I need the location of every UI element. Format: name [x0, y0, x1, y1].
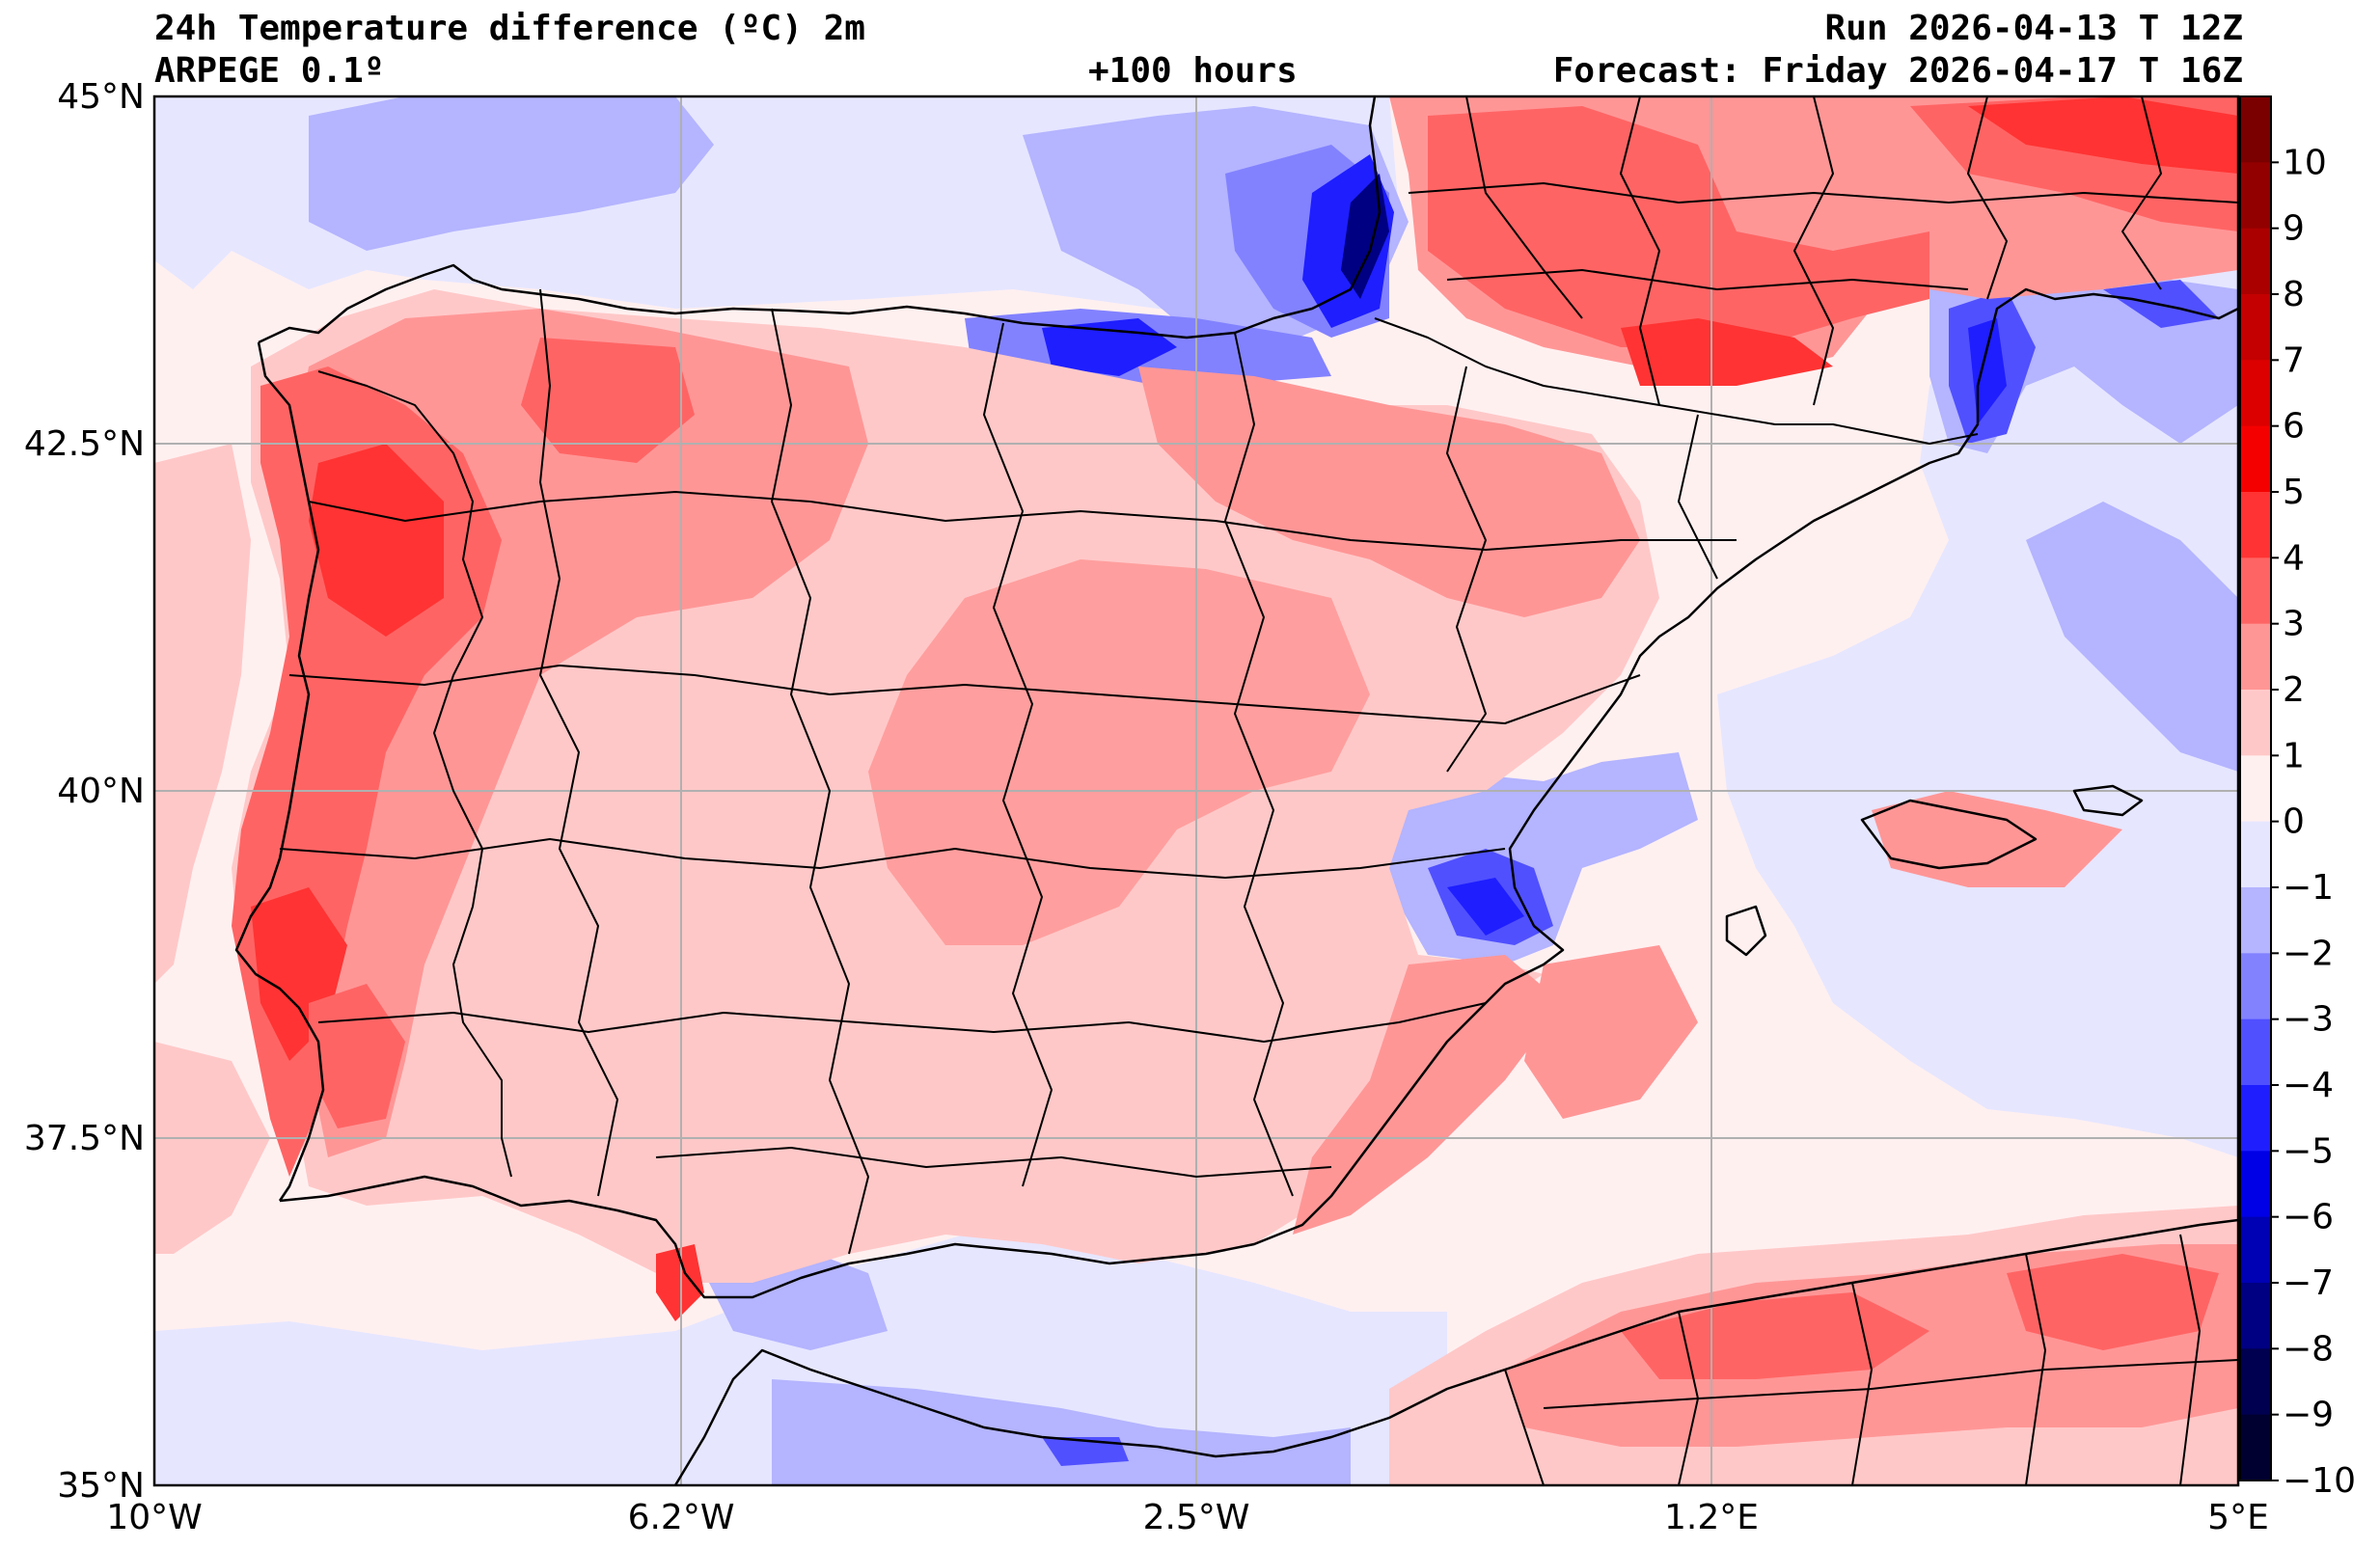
- colorbar-swatch: [2240, 1348, 2271, 1416]
- map-title: 24h Temperature difference (ºC) 2m: [154, 9, 865, 48]
- colorbar-label: −5: [2283, 1131, 2334, 1171]
- colorbar-label: −1: [2283, 868, 2334, 908]
- colorbar-swatch: [2240, 821, 2271, 888]
- coastlines: [234, 96, 2238, 1485]
- run-time: Run 2026-04-13 T 12Z: [1824, 9, 2243, 48]
- colorbar-frame: [2239, 95, 2272, 1481]
- colorbar-swatch: [2240, 953, 2271, 1020]
- colorbar-swatch: [2240, 1085, 2271, 1152]
- colorbar-swatch: [2240, 755, 2271, 823]
- colorbar-label: 6: [2283, 407, 2305, 447]
- colorbar-label: 0: [2283, 802, 2305, 842]
- colorbar-label: −3: [2283, 1000, 2334, 1040]
- colorbar-label: −8: [2283, 1329, 2334, 1369]
- colorbar-label: −2: [2283, 934, 2334, 973]
- colorbar-label: 1: [2283, 736, 2305, 775]
- latitude-labels: 45°N 42.5°N 40°N 37.5°N 35°N: [24, 77, 145, 1506]
- colorbar-swatch: [2240, 1283, 2271, 1349]
- colorbar-swatch: [2240, 557, 2271, 625]
- colorbar-label: −6: [2283, 1198, 2334, 1237]
- colorbar-swatch: [2240, 623, 2271, 691]
- colorbar-label: 9: [2283, 209, 2305, 249]
- colorbar-label: 8: [2283, 275, 2305, 314]
- colorbar-label: −9: [2283, 1396, 2334, 1435]
- longitude-labels: 10°W 6.2°W 2.5°W 1.2°E 5°E: [106, 1498, 2269, 1537]
- colorbar-swatch: [2240, 1018, 2271, 1086]
- colorbar-swatch: [2240, 1151, 2271, 1218]
- colorbar-swatch: [2240, 492, 2271, 558]
- colorbar-swatch: [2240, 690, 2271, 756]
- colorbar-label: −7: [2283, 1263, 2334, 1303]
- lead-time: +100 hours: [1088, 51, 1298, 91]
- colorbar-swatch: [2240, 162, 2271, 230]
- model-name: ARPEGE 0.1º: [154, 51, 385, 91]
- colorbar-swatch: [2240, 96, 2271, 163]
- lat-label-45n: 45°N: [57, 77, 145, 117]
- lon-label-2-5w: 2.5°W: [1143, 1498, 1250, 1537]
- colorbar-label: 5: [2283, 473, 2305, 512]
- colorbar-swatch: [2240, 228, 2271, 295]
- forecast-time: Forecast: Friday 2026-04-17 T 16Z: [1552, 51, 2243, 91]
- lon-label-1-2e: 1.2°E: [1664, 1498, 1759, 1537]
- map-frame: [152, 95, 2240, 1487]
- admin-borders: [279, 96, 2238, 1485]
- colorbar-swatch: [2240, 360, 2271, 427]
- lon-label-6-2w: 6.2°W: [628, 1498, 735, 1537]
- lon-label-10w: 10°W: [106, 1498, 202, 1537]
- lat-label-40n: 40°N: [57, 772, 145, 811]
- colorbar-label: 10: [2283, 143, 2327, 182]
- lat-label-42-5n: 42.5°N: [24, 424, 145, 464]
- colorbar-swatch: [2240, 294, 2271, 361]
- colorbar-label: 3: [2283, 605, 2305, 644]
- colorbar-label: −10: [2283, 1461, 2356, 1501]
- colorbar-label: −4: [2283, 1066, 2334, 1105]
- lat-label-35n: 35°N: [57, 1466, 145, 1506]
- colorbar-swatch: [2240, 425, 2271, 493]
- colorbar-label: 4: [2283, 538, 2305, 578]
- colorbar-label: 7: [2283, 340, 2305, 380]
- colorbar-label: 2: [2283, 670, 2305, 710]
- colorbar-swatch: [2240, 887, 2271, 954]
- lat-label-37-5n: 37.5°N: [24, 1119, 145, 1158]
- colorbar-swatch: [2240, 1414, 2271, 1481]
- colorbar-swatch: [2240, 1216, 2271, 1284]
- lon-label-5e: 5°E: [2207, 1498, 2269, 1537]
